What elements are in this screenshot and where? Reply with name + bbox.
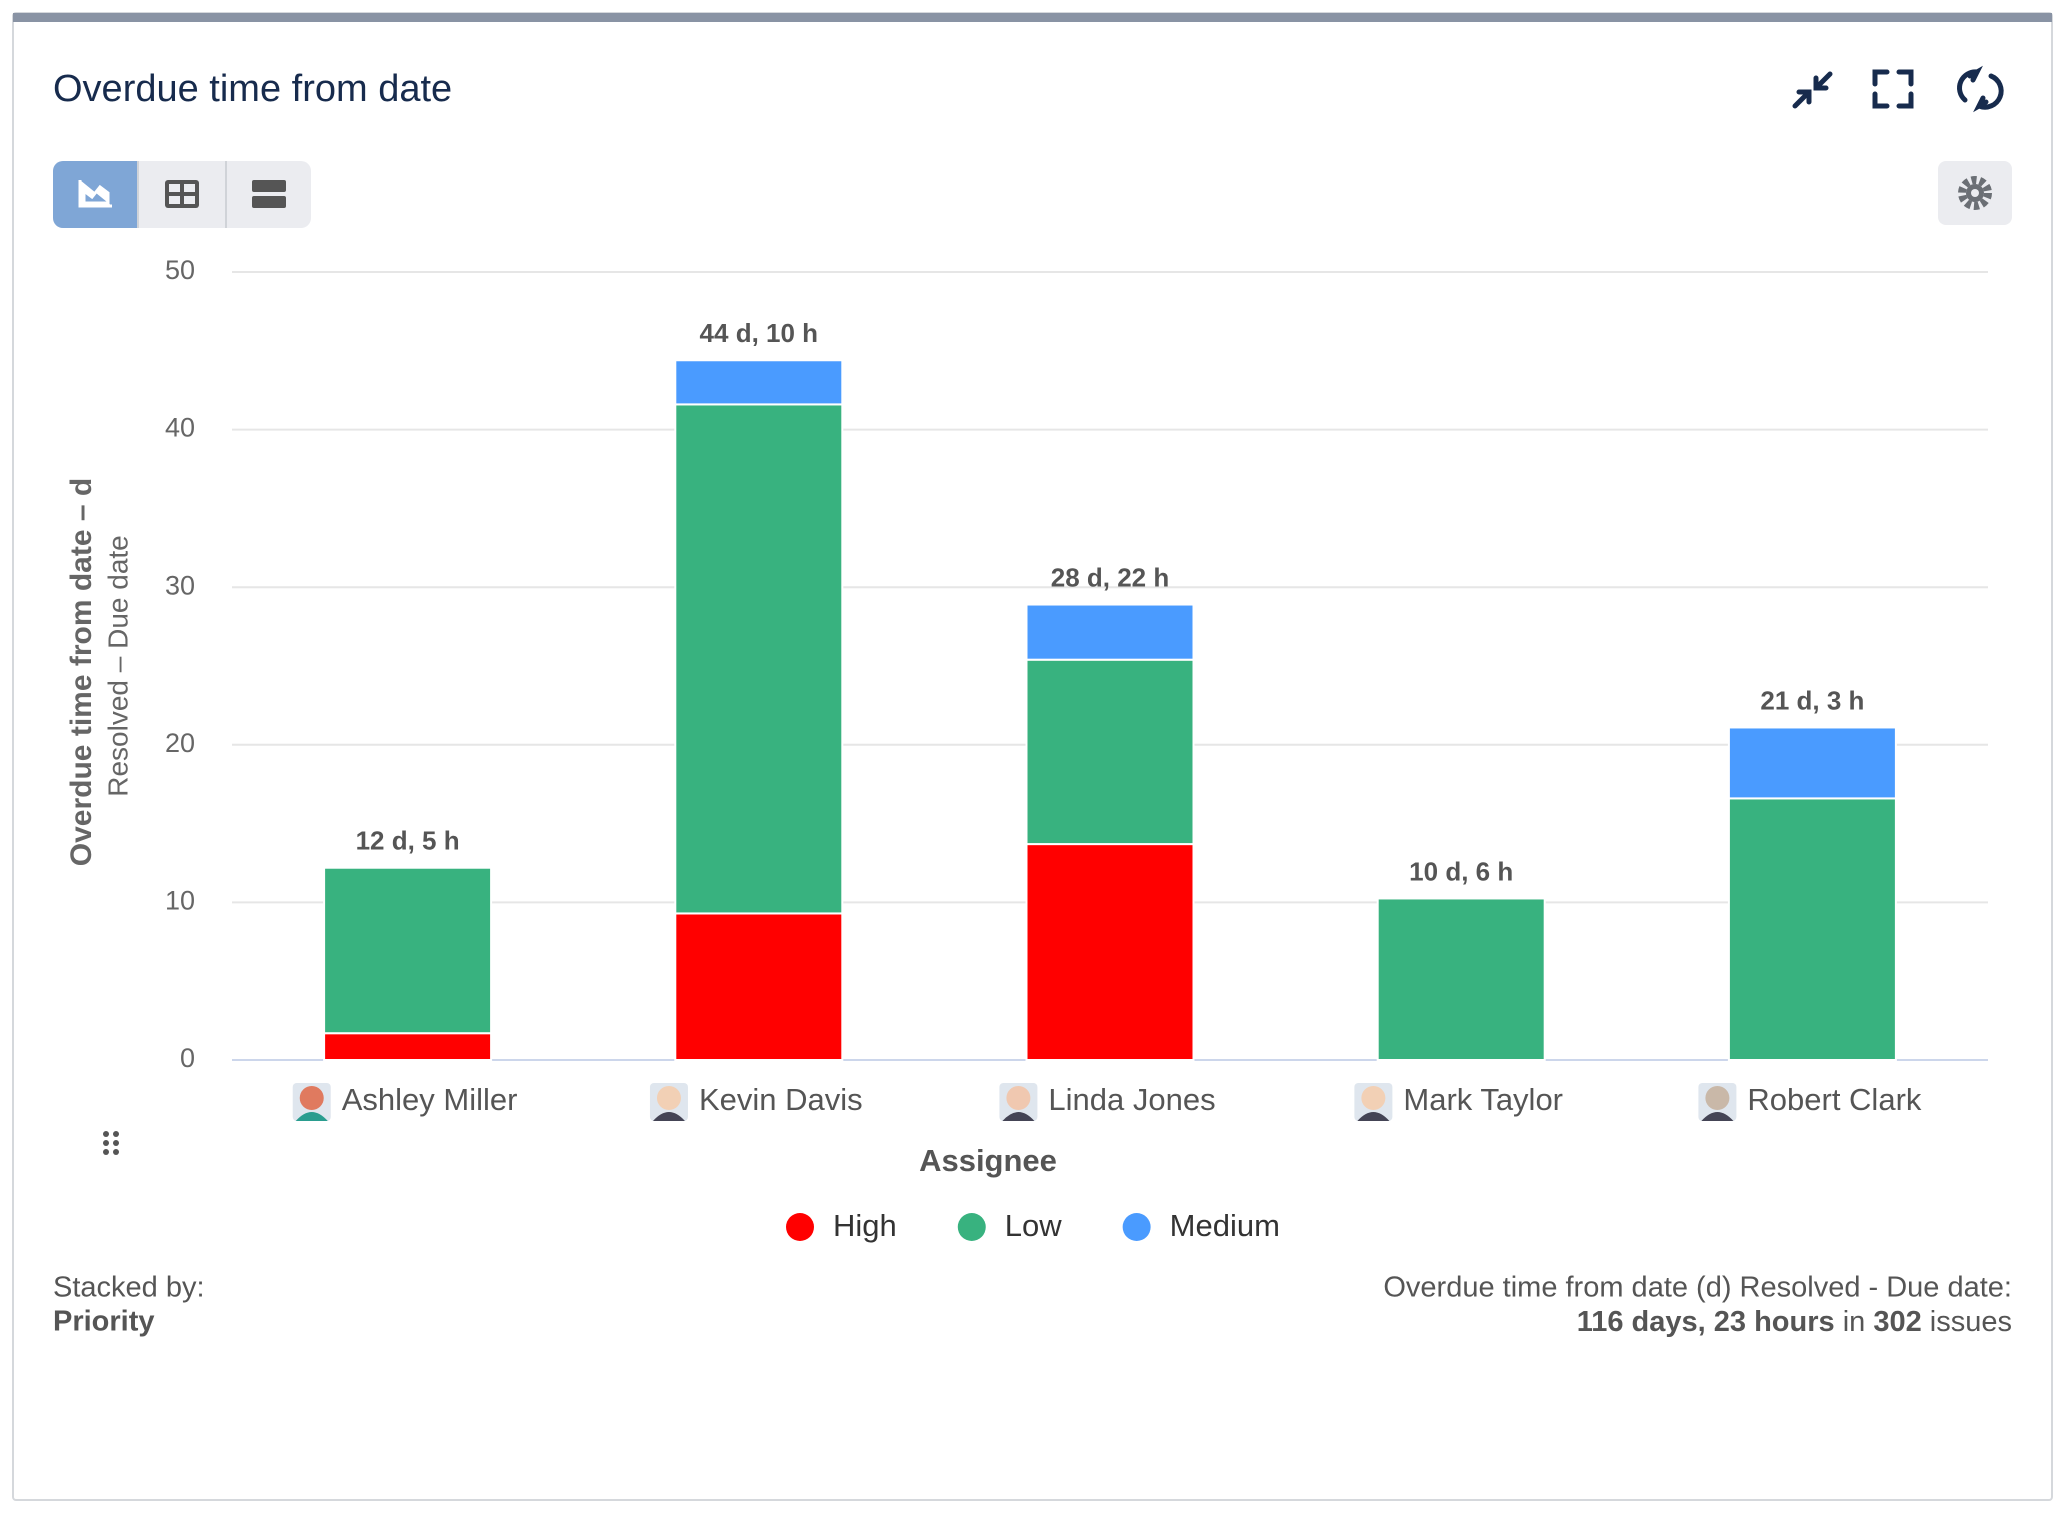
y-tick-label: 30 [165,570,195,600]
stacked-by-value: Priority [53,1306,155,1338]
summary-unit: issues [1930,1306,2012,1338]
legend-label: High [833,1208,897,1243]
y-tick-label: 40 [165,413,195,443]
avatar-body [652,1112,685,1121]
summary-label: Overdue time from date (d) Resolved - Du… [1383,1272,2012,1304]
fullscreen-icon[interactable] [1872,69,1914,109]
x-tick-label: Ashley Miller [342,1082,518,1117]
bar-segment [674,912,844,1061]
bar-segment [674,359,844,406]
avatar-body [295,1112,328,1121]
bar-segment [1727,797,1897,1061]
summary-in: in [1843,1306,1866,1338]
summary: 116 days, 23 hours in 302 issues [1577,1306,2012,1338]
legend-label: Low [1005,1208,1062,1243]
card-top-bar [13,13,2052,22]
bar-segment [1025,843,1195,1062]
legend-marker [786,1213,814,1241]
list-view-button[interactable] [252,180,286,208]
bar-segment [1376,897,1546,1062]
total-label: 21 d, 3 h [1760,685,1864,715]
avatar-body [1701,1112,1734,1121]
bar-segment [323,1032,493,1062]
bar-segment [1727,726,1897,800]
y-tick-label: 10 [165,886,195,916]
bar-segment [323,866,493,1035]
avatar-face [1705,1086,1730,1110]
x-tick-label: Robert Clark [1747,1082,1921,1117]
avatar-face [656,1086,681,1110]
bar-segment [1025,603,1195,661]
avatar-body [1357,1112,1390,1121]
settings-button[interactable] [1938,161,2012,225]
total-label: 10 d, 6 h [1409,856,1513,886]
view-toggle [53,161,311,228]
legend-marker [1122,1213,1151,1241]
y-axis-subtitle: Resolved – Due date [102,535,133,797]
refresh-icon[interactable] [1957,65,2004,113]
x-axis-title: Assignee [919,1143,1057,1178]
collapse-icon[interactable] [1792,71,1833,109]
y-tick-label: 20 [165,728,195,758]
x-tick-label: Kevin Davis [699,1082,863,1117]
total-label: 28 d, 22 h [1051,562,1170,592]
avatar-body [1002,1112,1035,1121]
chart-icon [78,180,112,208]
y-axis-title: Overdue time from date – d [65,478,98,866]
x-tick-label: Linda Jones [1048,1082,1215,1117]
avatar-face [1006,1086,1031,1110]
chart-title: Overdue time from date [53,68,452,110]
bar-segment [674,403,844,915]
legend-marker [957,1213,986,1241]
stacked-by-label: Stacked by: [53,1272,205,1304]
avatar-face [299,1086,324,1110]
summary-total: 116 days, 23 hours [1577,1306,1835,1338]
total-label: 12 d, 5 h [356,826,460,856]
drag-handle[interactable] [103,1131,119,1155]
x-tick-label: Mark Taylor [1403,1082,1563,1117]
total-label: 44 d, 10 h [700,318,819,348]
y-tick-label: 0 [180,1043,195,1073]
avatar-face [1361,1086,1386,1110]
summary-count: 302 [1873,1306,1921,1338]
y-tick-label: 50 [165,255,195,285]
legend-label: Medium [1170,1208,1280,1243]
bar-segment [1025,658,1195,846]
table-view-button[interactable] [165,180,199,208]
